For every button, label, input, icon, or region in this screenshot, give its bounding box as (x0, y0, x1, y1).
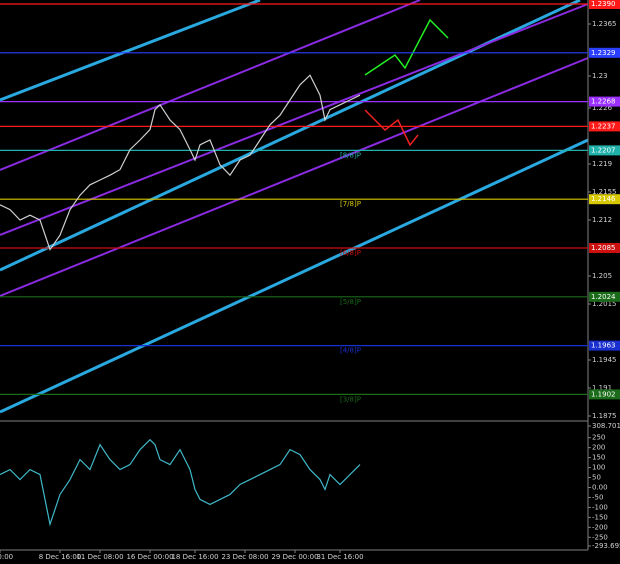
level-tag: [7/8]P (340, 200, 361, 208)
y-tick-label: 250 (592, 434, 605, 442)
x-tick-label: 23 Dec 08:00 (221, 553, 268, 561)
y-tick-label: 200 (592, 444, 605, 452)
price-line (0, 438, 361, 527)
y-tick-label: 308.7018 (592, 422, 620, 430)
level-box (589, 291, 620, 302)
y-tick-label: 100 (592, 464, 605, 472)
y-tick-label: -150 (592, 513, 608, 521)
x-tick-label: 16 Dec 00:00 (126, 553, 173, 561)
level-label: 1.2390 (591, 0, 616, 8)
channel-line (0, 3, 589, 236)
level-label: 1.2146 (591, 195, 616, 203)
y-tick-label: 1.1875 (592, 412, 617, 420)
y-tick-label: -100 (592, 503, 608, 511)
level-label: 1.1963 (591, 342, 616, 350)
y-tick-label: 1.1945 (592, 356, 617, 364)
channel-line (0, 138, 589, 414)
level-tag: [3/8]P (340, 395, 361, 403)
y-tick-label: 1.2155 (592, 188, 617, 196)
y-tick-label: 1.2015 (592, 300, 617, 308)
y-tick-label: 1.2365 (592, 20, 617, 28)
level-box (589, 0, 620, 9)
level-tag: [6/8]P (340, 249, 361, 257)
y-tick-label: -200 (592, 523, 608, 531)
level-label: 1.2085 (591, 244, 616, 252)
level-label: 1.2329 (591, 49, 616, 57)
x-tick-label: 18 Dec 16:00 (171, 553, 218, 561)
level-box (589, 243, 620, 253)
level-box (589, 194, 620, 205)
x-tick-label: 8 Dec 16:00 (39, 553, 82, 561)
x-tick-label: c 00:00 (0, 553, 13, 561)
y-tick-label: 1.212 (592, 216, 612, 224)
y-tick-label: 1.205 (592, 272, 612, 280)
level-label: 1.2268 (591, 98, 616, 106)
y-tick-label: -293.6950 (592, 542, 620, 550)
channel-line (0, 0, 261, 102)
level-box (589, 389, 620, 400)
x-tick-label: 29 Dec 00:00 (271, 553, 318, 561)
y-tick-label: 50 (592, 474, 601, 482)
level-label: 1.2237 (591, 122, 616, 130)
y-tick-label: -250 (592, 533, 608, 541)
level-box (589, 340, 620, 351)
y-tick-label: 1.23 (592, 72, 608, 80)
level-tag: [5/8]P (340, 298, 361, 306)
y-tick-label: 1.226 (592, 104, 613, 112)
x-tick-label: 31 Dec 16:00 (316, 553, 363, 561)
level-tag: [8/8]P (340, 151, 361, 159)
forecast-arrow (364, 18, 449, 76)
level-label: 1.2024 (591, 293, 616, 301)
level-label: 1.2207 (591, 146, 616, 154)
y-tick-label: 0.00 (592, 483, 608, 491)
level-box (589, 47, 620, 58)
channels (0, 0, 589, 414)
channel-line (0, 57, 589, 297)
y-tick-label: 1.219 (592, 160, 612, 168)
level-label: 1.1902 (591, 390, 616, 398)
level-tag: [4/8]P (340, 347, 361, 355)
y-tick-label: 150 (592, 454, 605, 462)
level-box (589, 145, 620, 156)
x-tick-label: 11 Dec 08:00 (76, 553, 123, 561)
channel-line (0, 0, 421, 171)
y-tick-label: 1.191 (592, 384, 612, 392)
y-tick-label: -50 (592, 493, 603, 501)
price-line (0, 74, 361, 251)
forecast-arrow (364, 109, 419, 147)
level-box (589, 96, 620, 107)
level-box (589, 121, 620, 132)
